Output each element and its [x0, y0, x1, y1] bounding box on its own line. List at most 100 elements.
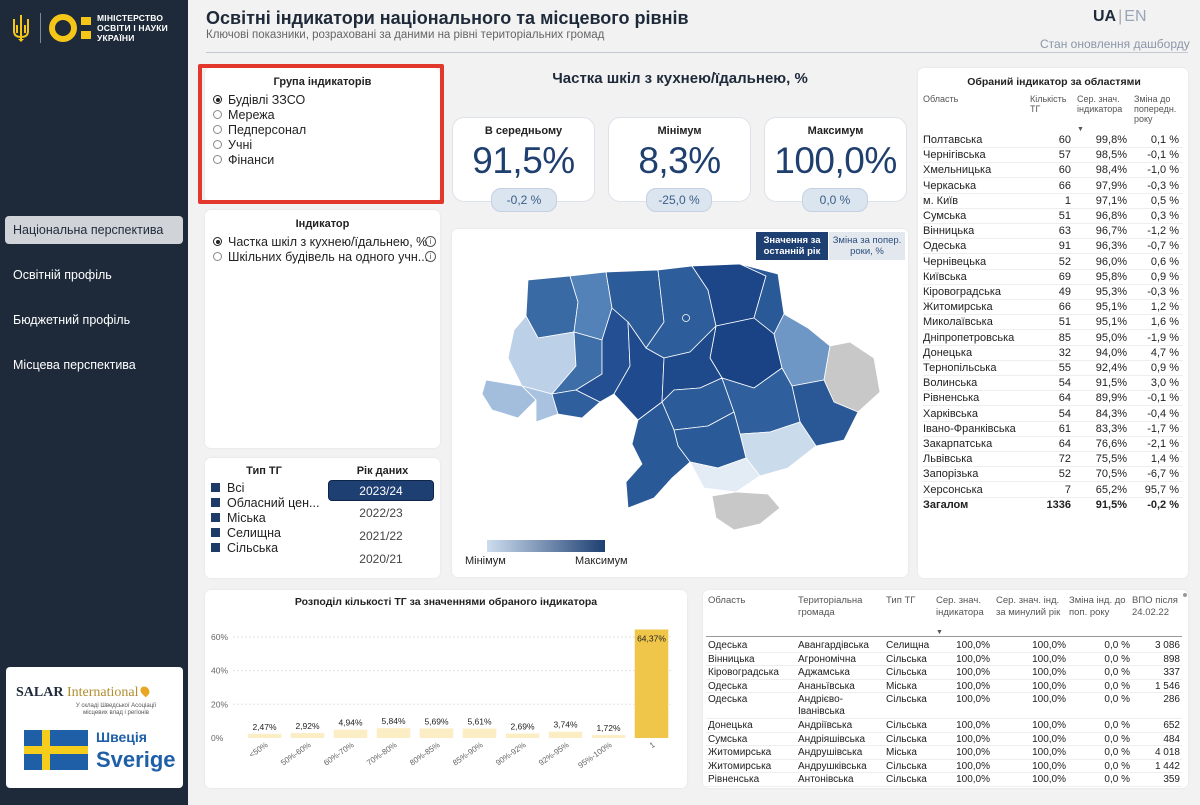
avg-header[interactable]: Сер. знач. індикатора — [1077, 94, 1123, 114]
table-row[interactable]: Київська 69 95,8% 0,9 % — [923, 270, 1183, 285]
table-row[interactable]: Рівненська 64 89,9% -0,1 % — [923, 391, 1183, 407]
bar-<50%[interactable] — [247, 733, 282, 738]
lang-ua-button[interactable]: UA — [1093, 8, 1117, 25]
change-value: -2,1 % — [1147, 438, 1179, 450]
tg-type: Сільська — [886, 694, 927, 705]
table-row[interactable]: Кіровоградська Аджамська Сільська 100,0% 100… — [706, 666, 1182, 680]
table-row[interactable]: Дніпропетровська 85 95,0% -1,9 % — [923, 331, 1183, 346]
toggle-current-value[interactable]: Значення за останній рік — [756, 232, 828, 260]
year-2022-23[interactable]: 2022/23 — [359, 506, 403, 520]
sort-desc-icon[interactable]: ▼ — [1077, 126, 1084, 133]
tg-vpo-header[interactable]: ВПО після 24.02.22 — [1132, 595, 1178, 618]
table-row[interactable]: Івано-Франківська 61 83,3% -1,7 % — [923, 422, 1183, 437]
scrollbar-thumb[interactable] — [1183, 593, 1187, 597]
radio-finance[interactable]: Фінанси — [213, 152, 306, 167]
map-region-volyn[interactable] — [525, 275, 579, 339]
table-row[interactable]: Вінницька 63 96,7% -1,2 % — [923, 224, 1183, 240]
bar-1[interactable] — [634, 629, 669, 738]
radio-students[interactable]: Учні — [213, 137, 306, 152]
info-icon[interactable]: i — [425, 236, 436, 247]
table-row[interactable]: Харківська 54 84,3% -0,4 % — [923, 407, 1183, 422]
radio-staff[interactable]: Педперсонал — [213, 122, 306, 137]
kpi-maximum-delta: 0,0 % — [802, 188, 868, 212]
tg-prev-header[interactable]: Сер. знач. інд. за минулий рік — [996, 595, 1061, 618]
oblast-total-row[interactable]: Загалом 1336 91,5% -0,2 % — [923, 498, 1183, 513]
bar-92%-95%[interactable] — [548, 731, 583, 738]
oblast-header[interactable]: Область — [923, 94, 959, 104]
radio-buildings-per-student[interactable]: Шкільних будівель на одного учн... i — [213, 249, 438, 264]
table-row[interactable]: Житомирська Андрушківська Сільська 100,0% 10… — [706, 760, 1182, 773]
bar-60%-70%[interactable] — [333, 729, 368, 738]
nav-local-perspective[interactable]: Місцева перспектива — [13, 358, 136, 372]
year-2023-24[interactable]: 2023/24 — [328, 480, 434, 501]
table-row[interactable]: Одеська Андрієво-Іванівська Сільська 100,0%… — [706, 693, 1182, 719]
table-row[interactable]: Волинська 54 91,5% 3,0 % — [923, 376, 1183, 392]
salar-pin-icon — [138, 684, 151, 698]
table-row[interactable]: Херсонська 7 65,2% 95,7 % — [923, 483, 1183, 498]
toggle-change[interactable]: Зміна за попер. роки, % — [829, 232, 905, 260]
year-2020-21[interactable]: 2020/21 — [359, 552, 403, 566]
radio-kitchen-share[interactable]: Частка шкіл з кухнею/їдальнею, % i — [213, 234, 438, 249]
table-row[interactable]: Вінницька Агрономічна Сільська 100,0% 100,0%… — [706, 653, 1182, 666]
bar-80%-85%[interactable] — [419, 728, 454, 738]
tg-oblast-header[interactable]: Область — [708, 595, 746, 606]
table-row[interactable]: Сумська 51 96,8% 0,3 % — [923, 209, 1183, 224]
check-settlement[interactable]: Селищна — [211, 525, 319, 540]
tg-type-header[interactable]: Тип ТГ — [886, 595, 916, 606]
nav-education-profile[interactable]: Освітній профіль — [13, 268, 112, 282]
bar-90%-92%[interactable] — [505, 733, 540, 738]
table-row[interactable]: Чернігівська 57 98,5% -0,1 % — [923, 148, 1183, 164]
nav-budget-profile[interactable]: Бюджетний профіль — [13, 313, 131, 327]
tg-change-header[interactable]: Зміна інд. до поп. року — [1069, 595, 1126, 618]
count-header[interactable]: Кількість ТГ — [1030, 94, 1067, 114]
check-rural[interactable]: Сільська — [211, 540, 319, 555]
radio-network[interactable]: Мережа — [213, 107, 306, 122]
check-urban[interactable]: Міська — [211, 510, 319, 525]
map-region-odesa[interactable] — [625, 401, 691, 509]
change-header[interactable]: Зміна до попередн. року — [1134, 94, 1177, 124]
sidebar: МІНІСТЕРСТВО ОСВІТИ І НАУКИ УКРАЇНИ Наці… — [0, 0, 188, 805]
table-row[interactable]: Донецька Андріївська Сільська 100,0% 100,0% 0… — [706, 719, 1182, 733]
table-row[interactable]: Сумська Андріяшівська Сільська 100,0% 100,0%… — [706, 733, 1182, 746]
kpi-maximum-value: 100,0% — [774, 140, 897, 181]
table-row[interactable]: Чернівецька 52 96,0% 0,6 % — [923, 255, 1183, 270]
tg-avg-header[interactable]: Сер. знач. індикатора — [936, 595, 984, 618]
lang-en-button[interactable]: EN — [1124, 8, 1147, 25]
bar-50%-60%[interactable] — [290, 733, 325, 738]
table-row[interactable]: Хмельницька 60 98,4% -1,0 % — [923, 163, 1183, 179]
table-row[interactable]: Житомирська Андрушівська Міська 100,0% 100,0… — [706, 746, 1182, 760]
year-2021-22[interactable]: 2021/22 — [359, 529, 403, 543]
table-row[interactable]: Львівська 72 75,5% 1,4 % — [923, 452, 1183, 468]
check-all[interactable]: Всі — [211, 480, 319, 495]
table-row[interactable]: Полтавська 60 99,8% 0,1 % — [923, 133, 1183, 148]
tg-sort-desc-icon[interactable]: ▼ — [936, 629, 943, 636]
table-row[interactable]: Одеська Авангардівська Селищна 100,0% 100,0%… — [706, 639, 1182, 653]
table-row[interactable]: Запорізька 52 70,5% -6,7 % — [923, 467, 1183, 483]
map-region-ivano-frankivsk[interactable] — [521, 385, 559, 423]
table-row[interactable]: Одеська 91 96,3% -0,7 % — [923, 239, 1183, 255]
bar-85%-90%[interactable] — [462, 728, 497, 738]
update-status-link[interactable]: Стан оновлення дашборду — [1040, 37, 1190, 51]
radio-buildings[interactable]: Будівлі ЗЗСО — [213, 92, 306, 107]
map-region-crimea[interactable] — [711, 491, 781, 531]
map-region-kyiv-city[interactable] — [682, 314, 690, 322]
table-row[interactable]: Житомирська 66 95,1% 1,2 % — [923, 300, 1183, 316]
table-row[interactable]: Рівненська Антонівська Сільська 100,0% 100,0… — [706, 773, 1182, 787]
main-nav: Національна перспектива Освітній профіль… — [5, 216, 183, 396]
map-region-chernivtsi[interactable] — [551, 389, 601, 419]
nav-national-perspective[interactable]: Національна перспектива — [5, 216, 183, 244]
table-row[interactable]: Тернопільська 55 92,4% 0,9 % — [923, 361, 1183, 376]
table-row[interactable]: Кіровоградська 49 95,3% -0,3 % — [923, 285, 1183, 300]
table-row[interactable]: Закарпатська 64 76,6% -2,1 % — [923, 437, 1183, 452]
table-row[interactable]: Одеська Ананьївська Міська 100,0% 100,0% 0,0 … — [706, 680, 1182, 693]
table-row[interactable]: Миколаївська 51 95,1% 1,6 % — [923, 315, 1183, 331]
table-row[interactable]: Черкаська 66 97,9% -0,3 % — [923, 179, 1183, 194]
check-oblast-center[interactable]: Обласний цен... — [211, 495, 319, 510]
table-row[interactable]: Донецька 32 94,0% 4,7 % — [923, 346, 1183, 361]
bar-95%-100%[interactable] — [591, 735, 626, 738]
tg-hromada-header[interactable]: Територіальна громада — [798, 595, 863, 618]
table-row[interactable]: м. Київ 1 97,1% 0,5 % — [923, 194, 1183, 209]
bar-70%-80%[interactable] — [376, 728, 411, 738]
map-region-kherson[interactable] — [689, 457, 761, 493]
info-icon[interactable]: i — [425, 251, 436, 262]
